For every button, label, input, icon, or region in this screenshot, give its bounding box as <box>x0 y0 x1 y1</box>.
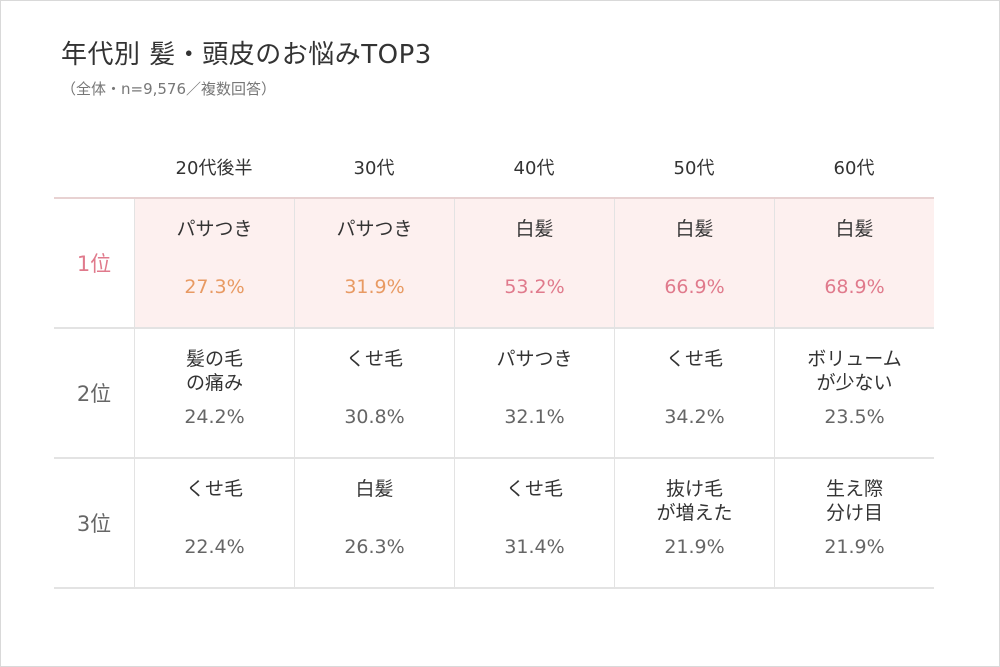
concern-label: 白髪 <box>675 218 714 240</box>
percentage-label: 27.3% <box>184 276 245 298</box>
rank-label: 1位 <box>76 252 112 276</box>
ranking-cell: くせ毛 31.4% <box>454 459 614 587</box>
concern-label: くせ毛 <box>185 478 243 500</box>
rank-label: 2位 <box>76 382 112 406</box>
ranking-cell: 白髪 53.2% <box>454 199 614 327</box>
percentage-label: 31.9% <box>344 276 405 298</box>
rank-row: 3位 くせ毛 22.4% 白髪 26.3% くせ毛 31.4% 抜け毛 が増えた 21.9% 生え… <box>54 459 934 589</box>
percentage-label: 34.2% <box>664 406 725 428</box>
ranking-cell: パサつき 27.3% <box>134 199 294 327</box>
percentage-label: 32.1% <box>504 406 565 428</box>
percentage-label: 26.3% <box>344 536 405 558</box>
chart-title: 年代別 髪・頭皮のお悩みTOP3 <box>61 40 432 70</box>
percentage-label: 66.9% <box>664 276 725 298</box>
column-header: 30代 <box>353 157 395 179</box>
ranking-cell: 白髪 68.9% <box>774 199 934 327</box>
ranking-cell: パサつき 32.1% <box>454 329 614 457</box>
ranking-cell: くせ毛 30.8% <box>294 329 454 457</box>
percentage-label: 24.2% <box>184 406 245 428</box>
concern-label: 髪の毛 の痛み <box>185 348 243 394</box>
rank-rows: 1位 パサつき 27.3% パサつき 31.9% 白髪 53.2% 白髪 66.9% 白髪 68.9… <box>54 197 934 589</box>
rank-label: 3位 <box>76 512 112 536</box>
concern-label: 抜け毛 が増えた <box>656 478 733 524</box>
concern-label: パサつき <box>336 218 413 240</box>
concern-label: くせ毛 <box>505 478 563 500</box>
concern-label: パサつき <box>496 348 573 370</box>
percentage-label: 53.2% <box>504 276 565 298</box>
ranking-cell: 白髪 26.3% <box>294 459 454 587</box>
ranking-cell: くせ毛 22.4% <box>134 459 294 587</box>
concern-label: くせ毛 <box>345 348 403 370</box>
concern-label: 白髪 <box>355 478 394 500</box>
concern-label: くせ毛 <box>665 348 723 370</box>
concern-label: ボリューム が少ない <box>807 348 902 394</box>
chart-subtitle: （全体・n=9,576／複数回答） <box>61 80 277 98</box>
concern-label: パサつき <box>176 218 253 240</box>
concern-label: 白髪 <box>515 218 554 240</box>
percentage-label: 21.9% <box>824 536 885 558</box>
column-header: 40代 <box>513 157 555 179</box>
column-header: 50代 <box>673 157 715 179</box>
percentage-label: 21.9% <box>664 536 725 558</box>
ranking-table: 20代後半 30代 40代 50代 60代 1位 パサつき 27.3% パサつき 31.… <box>54 136 934 589</box>
header-corner <box>54 136 134 197</box>
ranking-cell: 生え際 分け目 21.9% <box>774 459 934 587</box>
percentage-label: 30.8% <box>344 406 405 428</box>
percentage-label: 31.4% <box>504 536 565 558</box>
ranking-cell: パサつき 31.9% <box>294 199 454 327</box>
column-header: 60代 <box>833 157 875 179</box>
ranking-cell: くせ毛 34.2% <box>614 329 774 457</box>
header-row: 20代後半 30代 40代 50代 60代 <box>54 136 934 197</box>
ranking-cell: 白髪 66.9% <box>614 199 774 327</box>
ranking-cell: 抜け毛 が増えた 21.9% <box>614 459 774 587</box>
percentage-label: 22.4% <box>184 536 245 558</box>
rank-row: 1位 パサつき 27.3% パサつき 31.9% 白髪 53.2% 白髪 66.9% 白髪 68.9… <box>54 197 934 329</box>
percentage-label: 68.9% <box>824 276 885 298</box>
column-header: 20代後半 <box>175 157 253 179</box>
ranking-cell: ボリューム が少ない 23.5% <box>774 329 934 457</box>
rank-row: 2位 髪の毛 の痛み 24.2% くせ毛 30.8% パサつき 32.1% くせ毛 34.2% ボ… <box>54 329 934 459</box>
concern-label: 白髪 <box>835 218 874 240</box>
ranking-cell: 髪の毛 の痛み 24.2% <box>134 329 294 457</box>
concern-label: 生え際 分け目 <box>825 478 883 524</box>
percentage-label: 23.5% <box>824 406 885 428</box>
